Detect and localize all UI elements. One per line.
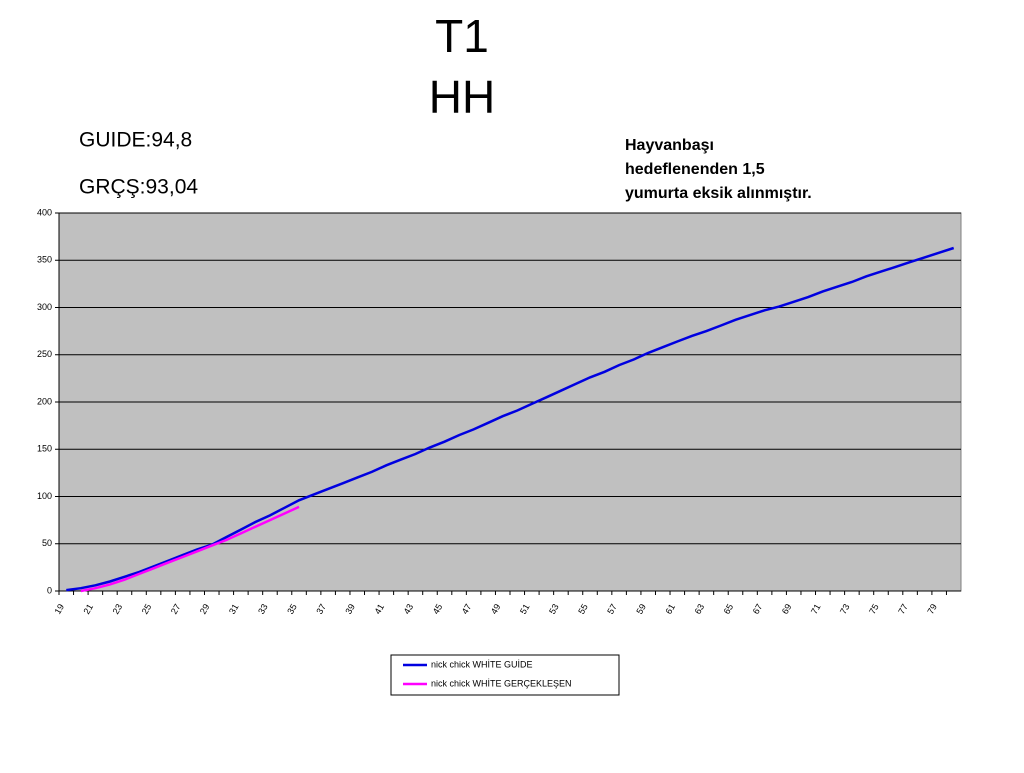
x-tick-label: 73 xyxy=(838,602,852,616)
x-tick-label: 71 xyxy=(809,602,823,616)
legend-box xyxy=(390,654,620,696)
x-tick-label: 33 xyxy=(256,602,270,616)
annotation: GUIDE:94,8 xyxy=(79,129,192,152)
annotation: GRÇŞ:93,04 xyxy=(79,176,198,199)
x-tick-label: 69 xyxy=(780,602,794,616)
x-tick-label: 29 xyxy=(198,602,212,616)
y-tick-label: 50 xyxy=(42,538,52,548)
y-tick-label: 250 xyxy=(37,349,52,359)
x-tick-label: 65 xyxy=(722,602,736,616)
x-tick-label: 41 xyxy=(372,602,386,616)
y-tick-label: 0 xyxy=(47,585,52,595)
y-tick-label: 200 xyxy=(37,396,52,406)
x-tick-label: 25 xyxy=(140,602,154,616)
x-tick-label: 45 xyxy=(431,602,445,616)
x-tick-label: 55 xyxy=(576,602,590,616)
note: yumurta eksik alınmıştır. xyxy=(625,185,812,202)
x-tick-label: 43 xyxy=(402,602,416,616)
x-tick-label: 79 xyxy=(925,602,939,616)
x-tick-label: 47 xyxy=(460,602,474,616)
y-tick-label: 350 xyxy=(37,255,52,265)
x-tick-label: 57 xyxy=(605,602,619,616)
x-tick-label: 53 xyxy=(547,602,561,616)
x-tick-label: 61 xyxy=(663,602,677,616)
title-line: HH xyxy=(429,71,495,123)
x-tick-label: 75 xyxy=(867,602,881,616)
y-tick-label: 300 xyxy=(37,302,52,312)
x-tick-label: 63 xyxy=(693,602,707,616)
x-tick-label: 21 xyxy=(81,602,95,616)
x-tick-label: 35 xyxy=(285,602,299,616)
title-line: T1 xyxy=(435,10,489,62)
x-tick-label: 39 xyxy=(343,602,357,616)
x-tick-label: 37 xyxy=(314,602,328,616)
series-line xyxy=(80,505,300,593)
note: Hayvanbaşı xyxy=(625,137,714,154)
x-tick-label: 31 xyxy=(227,602,241,616)
note: hedeflenenden 1,5 xyxy=(625,161,765,178)
x-tick-label: 77 xyxy=(896,602,910,616)
y-tick-label: 150 xyxy=(37,444,52,454)
legend-label: nick chick WHİTE GUİDE xyxy=(431,659,533,669)
x-tick-label: 23 xyxy=(111,602,125,616)
y-tick-label: 400 xyxy=(37,207,52,217)
x-tick-label: 49 xyxy=(489,602,503,616)
x-tick-label: 59 xyxy=(634,602,648,616)
x-tick-label: 51 xyxy=(518,602,532,616)
legend-label: nick chick WHİTE GERÇEKLEŞEN xyxy=(431,678,572,688)
x-tick-label: 27 xyxy=(169,602,183,616)
x-tick-label: 67 xyxy=(751,602,765,616)
x-tick-label: 19 xyxy=(52,602,66,616)
y-tick-label: 100 xyxy=(37,491,52,501)
